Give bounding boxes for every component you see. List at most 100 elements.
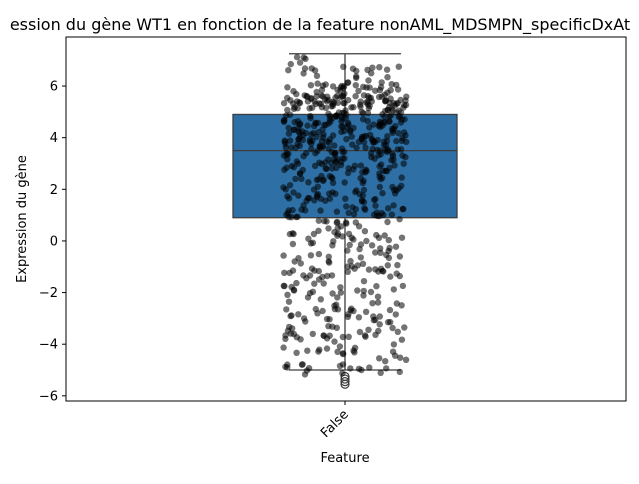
data-point bbox=[347, 365, 354, 372]
data-point bbox=[312, 305, 319, 313]
data-point bbox=[351, 162, 359, 169]
data-point bbox=[359, 192, 367, 199]
data-point bbox=[387, 95, 394, 102]
data-point bbox=[375, 93, 383, 101]
data-point bbox=[366, 364, 373, 371]
data-point bbox=[400, 205, 407, 213]
data-point bbox=[339, 123, 346, 130]
data-point bbox=[375, 122, 382, 129]
data-point bbox=[293, 279, 300, 287]
data-point bbox=[334, 348, 341, 355]
data-point bbox=[360, 92, 368, 99]
data-point bbox=[344, 313, 352, 321]
data-point bbox=[293, 349, 300, 356]
data-point bbox=[374, 293, 382, 300]
data-point bbox=[355, 365, 363, 372]
data-point bbox=[399, 134, 406, 142]
data-point bbox=[314, 80, 321, 87]
data-point bbox=[343, 136, 350, 143]
data-point bbox=[320, 131, 327, 138]
data-point bbox=[303, 367, 311, 374]
data-point bbox=[307, 82, 315, 89]
y-tick-label: 6 bbox=[50, 80, 58, 95]
y-tick-label: −2 bbox=[39, 286, 58, 301]
axes-frame bbox=[65, 36, 627, 402]
data-point bbox=[291, 119, 298, 126]
data-point bbox=[284, 327, 292, 334]
data-point bbox=[325, 145, 332, 152]
data-point bbox=[362, 308, 370, 315]
data-point bbox=[350, 211, 358, 218]
data-point bbox=[382, 107, 389, 115]
data-point bbox=[283, 151, 290, 159]
data-point bbox=[305, 235, 312, 242]
data-point bbox=[300, 70, 307, 77]
data-point bbox=[307, 114, 314, 122]
data-point bbox=[335, 109, 343, 116]
data-point bbox=[395, 107, 402, 114]
data-point bbox=[364, 66, 371, 74]
data-point bbox=[399, 282, 407, 290]
data-point bbox=[377, 249, 384, 256]
data-point bbox=[294, 140, 301, 148]
data-point bbox=[339, 333, 347, 341]
data-point bbox=[367, 288, 375, 296]
data-point bbox=[393, 300, 400, 307]
data-point bbox=[360, 292, 367, 299]
data-point bbox=[383, 365, 390, 372]
data-point bbox=[290, 126, 298, 134]
data-point bbox=[357, 101, 364, 108]
data-point bbox=[376, 86, 384, 94]
data-point bbox=[386, 244, 393, 252]
data-point bbox=[287, 60, 294, 68]
data-point bbox=[344, 263, 351, 270]
data-point bbox=[283, 164, 290, 171]
data-point bbox=[390, 202, 397, 209]
data-point bbox=[320, 280, 327, 287]
data-point bbox=[363, 237, 370, 245]
data-point bbox=[300, 315, 308, 322]
data-point bbox=[322, 81, 329, 88]
data-point bbox=[315, 250, 323, 258]
data-point bbox=[298, 361, 306, 368]
data-point bbox=[394, 328, 401, 335]
data-point bbox=[385, 117, 393, 125]
data-point bbox=[344, 79, 351, 86]
data-point bbox=[347, 307, 354, 314]
data-point bbox=[354, 287, 361, 294]
data-point bbox=[347, 257, 354, 265]
data-point bbox=[375, 268, 382, 275]
data-point bbox=[289, 267, 297, 274]
data-point bbox=[368, 242, 376, 249]
data-point bbox=[326, 332, 333, 339]
data-point bbox=[389, 324, 396, 332]
data-point bbox=[316, 159, 323, 166]
data-point bbox=[317, 207, 324, 214]
data-point bbox=[326, 259, 333, 266]
data-point bbox=[387, 87, 394, 94]
data-point bbox=[337, 289, 345, 296]
data-point bbox=[372, 202, 379, 209]
data-point bbox=[282, 144, 290, 151]
data-point bbox=[351, 344, 359, 351]
data-point bbox=[384, 146, 392, 153]
data-point bbox=[330, 99, 338, 106]
data-point bbox=[284, 364, 291, 371]
data-point bbox=[357, 175, 364, 182]
data-point bbox=[280, 344, 287, 351]
data-point bbox=[362, 333, 369, 340]
data-point bbox=[375, 234, 383, 241]
data-point bbox=[296, 170, 304, 177]
data-point bbox=[339, 370, 346, 377]
data-point bbox=[289, 240, 297, 248]
data-point bbox=[331, 305, 339, 313]
data-point bbox=[352, 188, 359, 196]
data-point bbox=[397, 146, 405, 153]
data-point bbox=[304, 347, 311, 354]
data-point bbox=[319, 307, 326, 315]
data-point bbox=[345, 165, 352, 172]
data-point bbox=[338, 118, 345, 125]
